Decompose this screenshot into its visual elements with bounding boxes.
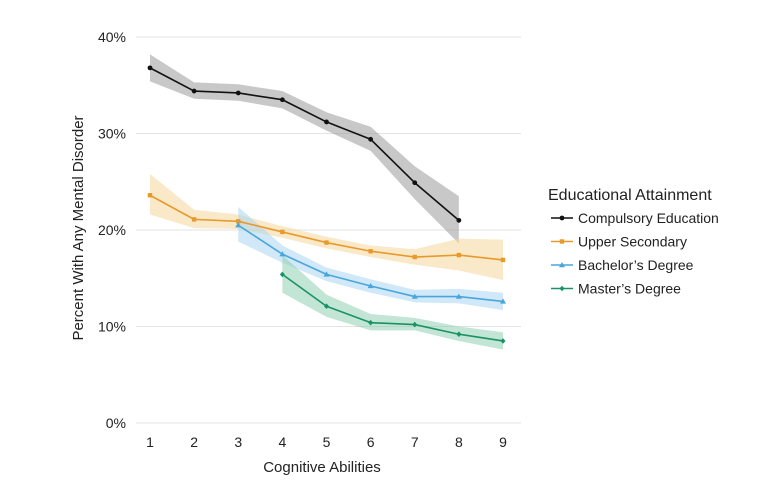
x-tick-label: 1 <box>146 434 154 450</box>
point-upper-secondary <box>412 254 417 260</box>
legend-item-compulsory-education: Compulsory Education <box>551 210 719 226</box>
point-upper-secondary <box>236 219 241 224</box>
legend-label: Master’s Degree <box>578 281 681 297</box>
point-bachelor-s-degree <box>323 271 330 277</box>
legend-label: Bachelor’s Degree <box>578 257 694 273</box>
point-bachelor-s-degree <box>367 282 374 289</box>
point-bachelor-s-degree <box>235 222 242 228</box>
y-tick-label: 0% <box>106 415 126 431</box>
x-tick-label: 7 <box>411 434 419 450</box>
legend-item-master-s-degree: Master’s Degree <box>551 281 681 297</box>
line-master-s-degree <box>281 273 504 342</box>
point-compulsory-education <box>147 65 153 71</box>
point-bachelor-s-degree <box>455 293 462 299</box>
point-master-s-degree <box>368 319 374 326</box>
legend-label: Compulsory Education <box>578 210 719 226</box>
point-compulsory-education <box>324 119 329 125</box>
point-upper-secondary <box>500 257 506 263</box>
point-bachelor-s-degree <box>411 293 418 299</box>
data-points <box>147 65 506 344</box>
point-master-s-degree <box>412 321 418 328</box>
point-upper-secondary <box>324 240 329 245</box>
legend-label: Upper Secondary <box>578 234 687 250</box>
x-tick-label: 8 <box>455 434 463 450</box>
y-tick-label: 40% <box>98 29 126 45</box>
x-tick-label: 9 <box>499 434 507 450</box>
legend-marker <box>559 239 565 244</box>
point-compulsory-education <box>279 97 285 103</box>
point-upper-secondary <box>280 229 285 235</box>
point-compulsory-education <box>235 90 241 96</box>
point-upper-secondary <box>368 249 373 254</box>
legend-marker <box>559 262 565 268</box>
x-tick-label: 5 <box>323 434 331 450</box>
legend-marker <box>559 215 565 221</box>
y-tick-label: 30% <box>98 126 126 142</box>
point-upper-secondary <box>456 252 462 258</box>
band-master-s-degree <box>282 255 503 350</box>
point-bachelor-s-degree <box>500 298 506 304</box>
x-axis-ticks: 1 2 3 4 5 6 7 8 9 <box>146 434 507 450</box>
legend-item-upper-secondary: Upper Secondary <box>551 234 687 250</box>
legend: Educational Attainment Compulsory Educat… <box>548 187 719 297</box>
band-upper-secondary <box>150 174 503 281</box>
x-tick-label: 4 <box>278 434 286 450</box>
point-bachelor-s-degree <box>279 251 286 257</box>
y-axis-label: Percent With Any Mental Disorder <box>70 115 87 340</box>
legend-title: Educational Attainment <box>548 187 712 204</box>
point-compulsory-education <box>412 180 418 186</box>
point-compulsory-education <box>191 88 197 94</box>
legend-marker <box>559 285 565 292</box>
point-compulsory-education <box>368 136 374 142</box>
point-master-s-degree <box>279 271 285 278</box>
y-axis-ticks: 0% 10% 20% 30% 40% <box>98 29 126 431</box>
point-upper-secondary <box>191 217 197 222</box>
point-master-s-degree <box>456 331 462 338</box>
point-upper-secondary <box>147 193 153 198</box>
y-tick-label: 20% <box>98 222 126 238</box>
point-compulsory-education <box>456 217 462 223</box>
point-master-s-degree <box>324 303 329 310</box>
x-tick-label: 6 <box>367 434 375 450</box>
x-tick-label: 3 <box>234 434 242 450</box>
point-master-s-degree <box>500 338 506 344</box>
y-tick-label: 10% <box>98 319 126 335</box>
x-axis-label: Cognitive Abilities <box>263 459 381 476</box>
line-compulsory-education <box>149 67 460 221</box>
x-tick-label: 2 <box>190 434 198 450</box>
legend-item-bachelor-s-degree: Bachelor’s Degree <box>551 257 694 273</box>
